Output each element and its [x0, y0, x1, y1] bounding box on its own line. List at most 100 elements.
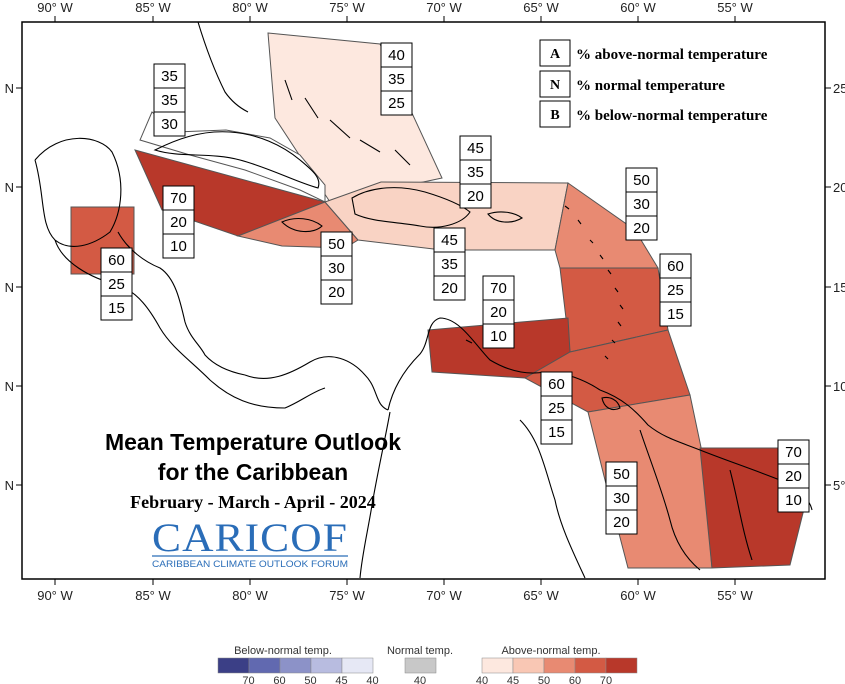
lon-labels-bottom: 90° W 85° W 80° W 75° W 70° W 65° W 60° …	[37, 588, 753, 603]
lon-label-bottom: 55° W	[717, 588, 753, 603]
prob-value: 20	[785, 468, 802, 485]
title-block: Mean Temperature Outlook for the Caribbe…	[105, 429, 401, 512]
prob-cell	[540, 419, 573, 445]
prob-value: 35	[467, 164, 484, 181]
lat-label-right: 5°	[833, 478, 845, 493]
prob-cell	[153, 87, 186, 113]
lon-label-bottom: 60° W	[620, 588, 656, 603]
prob-value: 45	[441, 232, 458, 249]
prob-value: 20	[490, 304, 507, 321]
lon-label-top: 65° W	[523, 0, 559, 15]
lat-label-right: 15°	[833, 280, 845, 295]
prob-cell	[153, 111, 186, 137]
prob-value: 20	[633, 220, 650, 237]
key-box-b	[539, 100, 571, 128]
lon-label-top: 55° W	[717, 0, 753, 15]
key-text-b: % below-normal temperature	[576, 108, 768, 124]
scale-above-title: Above-normal temp.	[501, 645, 600, 657]
prob-value: 50	[613, 466, 630, 483]
scale-label-above: 45	[507, 675, 519, 684]
lon-label-bottom: 85° W	[135, 588, 171, 603]
scale-swatch-above	[543, 657, 576, 674]
title-line-1: Mean Temperature Outlook	[105, 429, 401, 455]
lon-label-bottom: 90° W	[37, 588, 73, 603]
prob-value: 30	[633, 196, 650, 213]
prob-value: 30	[161, 116, 178, 133]
lon-label-top: 60° W	[620, 0, 656, 15]
prob-value: 20	[328, 284, 345, 301]
prob-value: 35	[388, 71, 405, 88]
scale-label-below: 60	[273, 675, 285, 684]
key-letter-b: B	[550, 108, 559, 123]
prob-cell	[100, 247, 133, 273]
prob-value: 40	[388, 47, 405, 64]
coast-inland-southamerica	[359, 411, 391, 579]
prob-cell	[659, 253, 692, 279]
prob-box-guyana: 50 30 20	[605, 461, 638, 535]
prob-box-belize: 60 25 15	[100, 247, 133, 321]
prob-value: 60	[108, 252, 125, 269]
lon-label-top: 70° W	[426, 0, 462, 15]
prob-value: 10	[170, 238, 187, 255]
prob-box-caymans: 70 20 10	[162, 185, 195, 259]
key-text-n: % normal temperature	[576, 78, 725, 94]
prob-value: 70	[785, 444, 802, 461]
prob-cell	[482, 299, 515, 325]
coast-cuba	[153, 131, 320, 189]
prob-cell	[433, 251, 466, 277]
scale-label-above: 60	[569, 675, 581, 684]
prob-value: 20	[170, 214, 187, 231]
prob-value: 30	[328, 260, 345, 277]
coast-guyana-rivers	[639, 429, 753, 571]
coast-bahamas	[284, 79, 411, 166]
scale-swatch-above	[512, 657, 545, 674]
scale-label-normal: 40	[414, 675, 426, 684]
prob-value: 25	[388, 95, 405, 112]
lat-label-left: N	[5, 478, 14, 493]
scale-swatch-below	[341, 657, 374, 674]
lon-labels-top: 90° W 85° W 80° W 75° W 70° W 65° W 60° …	[37, 0, 753, 15]
prob-value: 20	[467, 188, 484, 205]
prob-cell	[605, 509, 638, 535]
coast-puertorico	[487, 211, 523, 223]
prob-cell	[459, 183, 492, 209]
lon-label-bottom: 65° W	[523, 588, 559, 603]
key-box-n	[539, 70, 571, 98]
prob-box-jamaica: 50 30 20	[320, 231, 353, 305]
scale-swatch-below	[248, 657, 281, 674]
logo-wordmark: CARICOF	[152, 515, 348, 560]
prob-value: 50	[633, 172, 650, 189]
scale-label-above: 50	[538, 675, 550, 684]
prob-value: 35	[161, 92, 178, 109]
caricof-logo: CARICOF CARIBBEAN CLIMATE OUTLOOK FORUM	[152, 515, 348, 570]
prob-value: 25	[108, 276, 125, 293]
logo-subtitle: CARIBBEAN CLIMATE OUTLOOK FORUM	[152, 559, 348, 570]
prob-value: 50	[328, 236, 345, 253]
prob-box-windward: 60 25 15	[659, 253, 692, 327]
prob-value: 35	[441, 256, 458, 273]
coastlines	[34, 21, 813, 579]
prob-cell	[482, 275, 515, 301]
lat-label-left: N	[5, 81, 14, 96]
prob-box-puertorico: 45 35 20	[433, 227, 466, 301]
prob-cell	[380, 90, 413, 116]
coast-panama	[244, 356, 389, 411]
prob-cell	[320, 279, 353, 305]
key-letter-n: N	[550, 78, 560, 93]
key-legend: A % above-normal temperature N % normal …	[539, 39, 768, 128]
prob-value: 10	[490, 328, 507, 345]
lat-label-left: N	[5, 280, 14, 295]
prob-cell	[659, 277, 692, 303]
coast-trinidad	[601, 396, 621, 411]
lat-label-left: N	[5, 379, 14, 394]
coast-jamaica	[281, 217, 323, 233]
lon-label-bottom: 80° W	[232, 588, 268, 603]
scale-normal-title: Normal temp.	[387, 645, 453, 657]
lon-label-bottom: 75° W	[329, 588, 365, 603]
coast-lesser-antilles	[564, 205, 624, 360]
prob-cell	[100, 295, 133, 321]
prob-box-abc: 70 20 10	[482, 275, 515, 349]
lon-label-top: 90° W	[37, 0, 73, 15]
region-cuba[interactable]	[139, 111, 326, 203]
prob-cell	[659, 301, 692, 327]
